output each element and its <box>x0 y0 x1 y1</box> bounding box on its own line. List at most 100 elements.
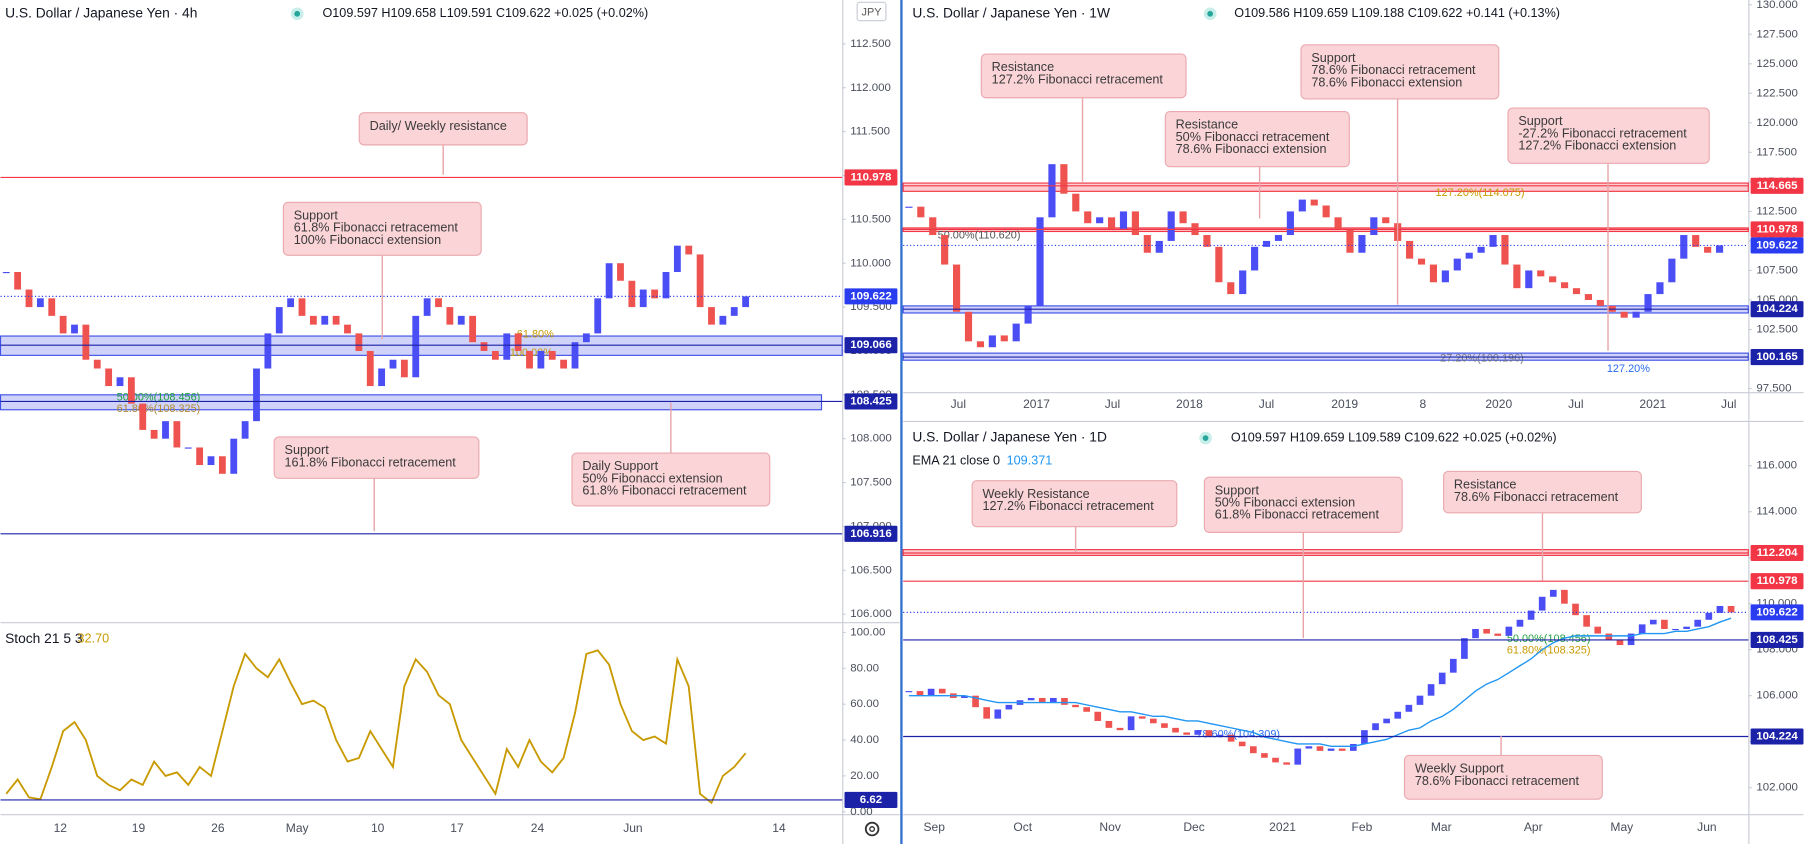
x-tick-label: Jul <box>1105 397 1120 411</box>
y-tick-label: 80.00 <box>850 662 879 674</box>
price-tag <box>1750 177 1804 194</box>
callout-text: Support <box>294 209 339 223</box>
gear-hub[interactable] <box>869 826 876 833</box>
candle <box>685 245 693 255</box>
candle <box>1489 235 1497 247</box>
candle <box>1505 626 1513 636</box>
currency-label[interactable]: JPY <box>862 7 883 19</box>
callout-text: 100% Fibonacci extension <box>294 233 441 247</box>
y-tick-label: 120.000 <box>1756 117 1798 129</box>
price-tag <box>1750 349 1804 366</box>
price-tag <box>844 393 898 410</box>
callout-box <box>1300 44 1500 100</box>
candle <box>1005 704 1013 710</box>
candle <box>1305 746 1313 749</box>
callout-text: Daily/ Weekly resistance <box>370 119 507 133</box>
y-tick-label: 107.500 <box>850 477 892 489</box>
candle <box>412 315 420 378</box>
candle <box>1465 252 1473 259</box>
candle <box>730 307 738 316</box>
settings-icon[interactable] <box>864 821 880 837</box>
level-zone <box>0 394 823 411</box>
candle <box>127 377 135 404</box>
currency-box[interactable] <box>856 1 887 22</box>
candle <box>503 333 511 360</box>
candle <box>1501 235 1509 265</box>
candle <box>1549 589 1557 597</box>
candle <box>938 688 946 694</box>
ema-line <box>908 617 1732 747</box>
candle <box>1096 217 1104 224</box>
indicator-value: 32.70 <box>78 632 110 646</box>
candle <box>1683 626 1690 629</box>
candle <box>332 315 340 325</box>
price-tag-label: 110.978 <box>851 171 892 183</box>
candle <box>1272 757 1279 763</box>
candle <box>1138 716 1146 719</box>
candle <box>673 245 681 272</box>
x-tick-label: Feb <box>1352 820 1373 834</box>
candle <box>1372 723 1379 731</box>
fib-label: 127.20% <box>1607 363 1650 375</box>
candle <box>1012 323 1020 342</box>
gear[interactable] <box>864 821 880 837</box>
candle <box>1094 711 1102 721</box>
candle <box>1472 628 1479 639</box>
ohlc-values: O109.597 H109.658 L109.591 C109.622 +0.0… <box>322 6 648 20</box>
candle <box>1560 282 1569 289</box>
candle <box>1127 716 1135 731</box>
candle <box>1461 638 1468 659</box>
candle <box>1000 335 1008 342</box>
price-tag-label: 108.425 <box>1756 634 1798 646</box>
price-tag-label: 6.62 <box>860 794 882 806</box>
callout-text: 61.8% Fibonacci retracement <box>294 221 459 235</box>
candle <box>275 307 283 334</box>
y-tick-label: 106.000 <box>1756 690 1798 702</box>
ema-value: 109.371 <box>1007 453 1053 467</box>
candle <box>1483 628 1490 634</box>
x-tick-label: 2018 <box>1176 397 1203 411</box>
candle <box>1727 605 1735 613</box>
candle <box>1155 240 1163 253</box>
candle <box>1527 610 1535 620</box>
candle <box>1116 727 1124 731</box>
candle <box>1605 633 1613 641</box>
candle <box>1572 603 1579 616</box>
callout-box <box>1403 754 1603 800</box>
price-tag-label: 114.665 <box>1757 180 1798 192</box>
candle <box>916 691 924 696</box>
callout-text: 127.2% Fibonacci extension <box>1518 139 1676 153</box>
x-tick-label: 17 <box>450 821 464 835</box>
y-tick-label: 97.500 <box>1756 383 1791 395</box>
candle <box>1216 734 1224 738</box>
callout-text: Resistance <box>992 60 1054 74</box>
candle <box>1036 217 1044 306</box>
candle <box>1694 619 1702 627</box>
candle <box>1131 211 1139 236</box>
x-tick-label: Mar <box>1431 820 1452 834</box>
callout-box <box>1507 107 1710 164</box>
candle <box>1227 282 1235 295</box>
x-tick-label: Oct <box>1013 820 1032 834</box>
x-tick-label: 2021 <box>1269 820 1296 834</box>
fib-label: 61.80% <box>517 329 554 341</box>
y-tick-label: 117.500 <box>1756 146 1797 158</box>
callout-text: 127.2% Fibonacci retracement <box>992 72 1164 86</box>
candle <box>1680 235 1688 259</box>
price-tag <box>1750 301 1804 318</box>
price-tag-label: 106.916 <box>850 528 892 540</box>
callout-text: Resistance <box>1454 478 1516 492</box>
callout-text: 78.6% Fibonacci retracement <box>1415 774 1580 788</box>
callout-text: Weekly Resistance <box>982 487 1089 501</box>
y-tick-label: 100.00 <box>850 626 885 638</box>
candle <box>1048 164 1056 218</box>
candle <box>1316 746 1324 751</box>
candle <box>1394 711 1402 719</box>
candle <box>1262 240 1271 247</box>
callout-box <box>358 112 528 146</box>
candle <box>435 298 442 308</box>
candle <box>25 289 33 308</box>
chart-pane: 102.000104.000106.000108.000110.000112.0… <box>902 430 1804 834</box>
candle <box>651 289 659 299</box>
price-tag <box>844 337 898 354</box>
